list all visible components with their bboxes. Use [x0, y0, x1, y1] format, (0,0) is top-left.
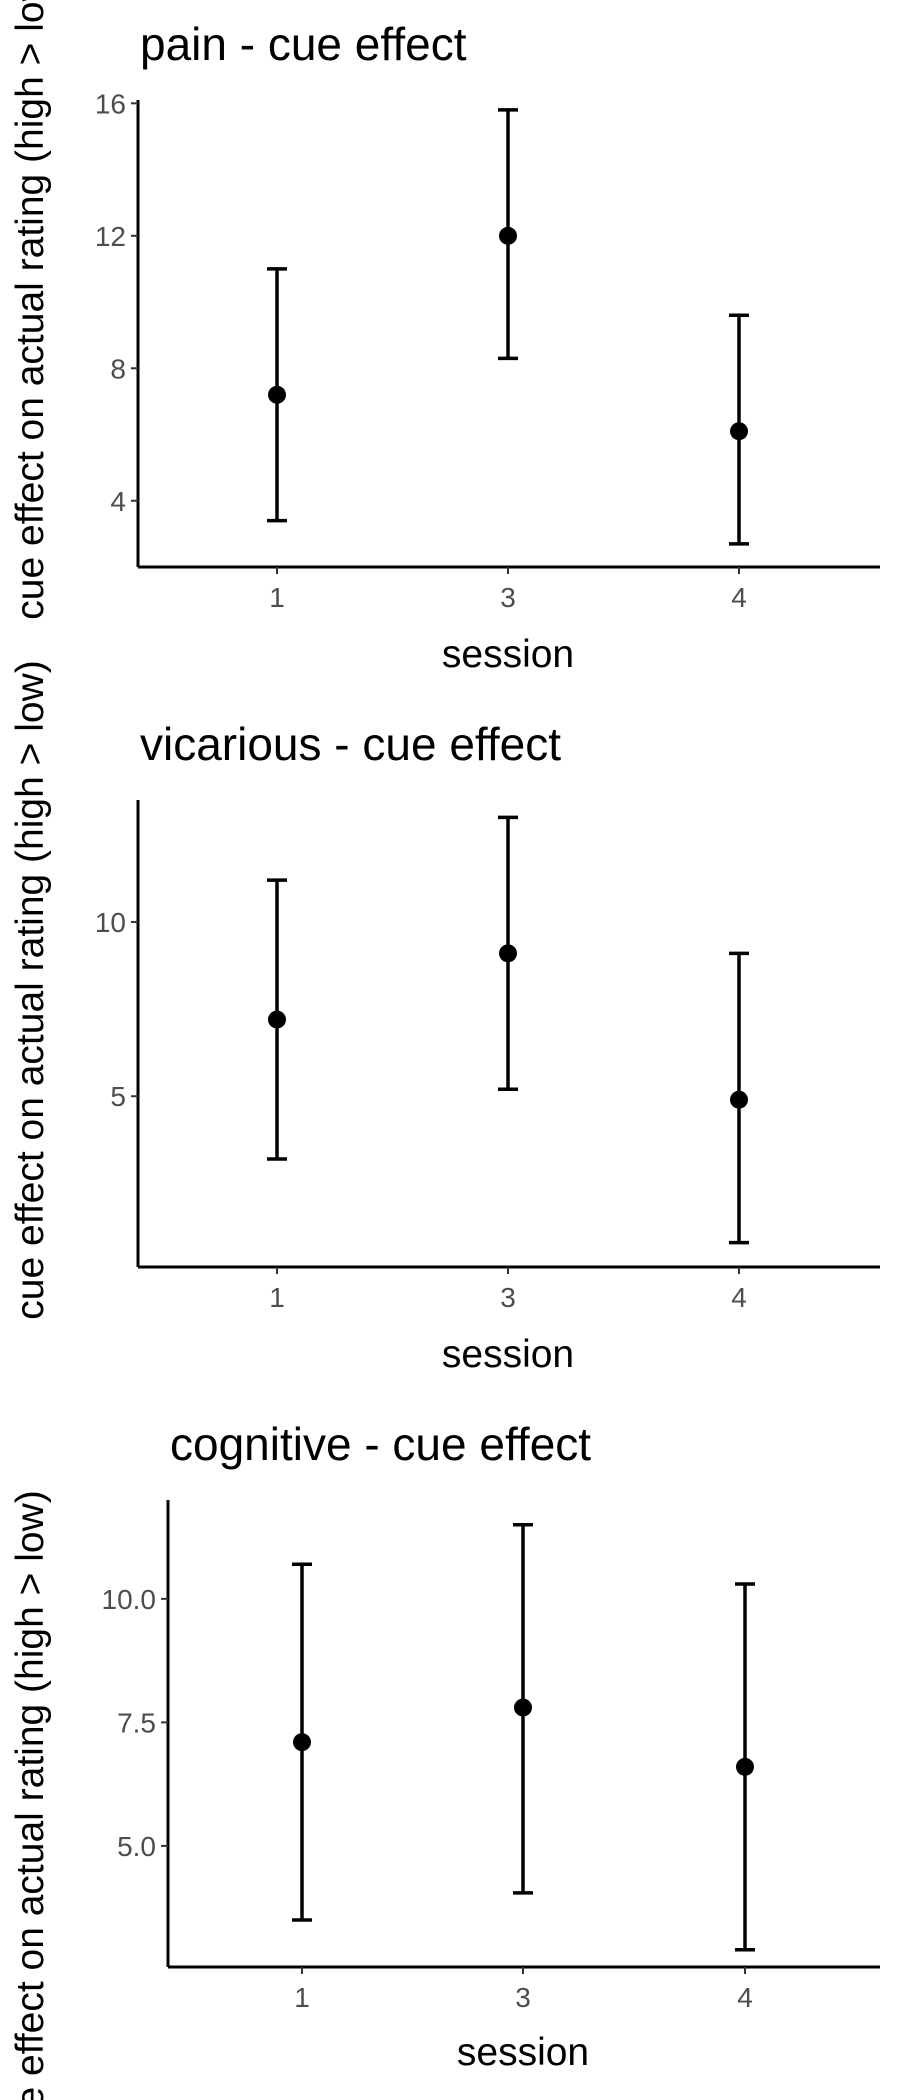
panel-vicarious: cue effect on actual rating (high > low)…: [9, 660, 880, 1376]
y-axis-title: cue effect on actual rating (high > low): [9, 660, 52, 1319]
data-point: [293, 1733, 311, 1752]
y-tick-label: 10: [95, 907, 126, 938]
x-axis-title: session: [457, 2031, 589, 2074]
data-point: [499, 944, 517, 963]
panel-cognitive: cue effect on actual rating (high > low)…: [9, 1418, 880, 2100]
data-point: [268, 385, 286, 404]
x-tick-label: 1: [269, 1282, 285, 1313]
data-point: [514, 1698, 532, 1717]
y-tick-label: 10.0: [102, 1584, 157, 1615]
x-tick-label: 3: [515, 1982, 531, 2013]
y-tick-label: 4: [110, 486, 126, 517]
data-point: [499, 226, 517, 245]
data-point: [730, 1090, 748, 1109]
y-tick-label: 8: [110, 353, 126, 384]
data-point: [268, 1010, 286, 1029]
y-tick-label: 7.5: [117, 1707, 156, 1738]
y-tick-label: 16: [95, 88, 126, 119]
x-tick-label: 1: [269, 582, 285, 613]
y-tick-label: 12: [95, 221, 126, 252]
data-point: [736, 1757, 754, 1776]
x-axis-title: session: [442, 1333, 574, 1376]
panel-title: cognitive - cue effect: [170, 1418, 591, 1470]
x-tick-label: 1: [294, 1982, 310, 2013]
y-tick-label: 5: [110, 1081, 126, 1112]
x-tick-label: 3: [500, 582, 516, 613]
data-point: [730, 422, 748, 441]
x-tick-label: 4: [731, 1282, 747, 1313]
y-axis-title: cue effect on actual rating (high > low): [9, 1490, 52, 2100]
x-tick-label: 4: [731, 582, 747, 613]
x-tick-label: 3: [500, 1282, 516, 1313]
panel-title: pain - cue effect: [140, 18, 467, 70]
panel-title: vicarious - cue effect: [140, 718, 561, 770]
x-axis-title: session: [442, 633, 574, 676]
y-axis-title: cue effect on actual rating (high > low): [9, 0, 52, 620]
panel-pain: cue effect on actual rating (high > low)…: [9, 0, 880, 676]
x-tick-label: 4: [737, 1982, 753, 2013]
y-tick-label: 5.0: [117, 1831, 156, 1862]
